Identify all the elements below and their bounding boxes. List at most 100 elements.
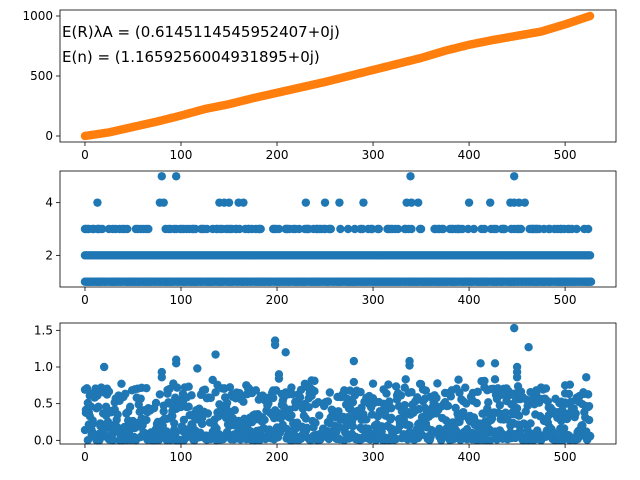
y-tick-label: 1000 (22, 9, 53, 23)
value-point (483, 404, 492, 413)
cumulative-plot: 0 100 200 300 400 500 0 500 1000 E(R)λA = (0.6145… (22, 9, 617, 162)
value-point (384, 380, 393, 389)
x-tick-label: 200 (266, 148, 289, 162)
value-point (512, 373, 522, 382)
value-point (155, 390, 165, 399)
value-point (268, 393, 278, 403)
value-point (125, 402, 135, 412)
value-point (559, 424, 569, 433)
y-tick-label: 2 (45, 248, 53, 262)
value-point (405, 361, 414, 370)
value-point (400, 400, 409, 410)
y-tick-label: 0 (45, 129, 53, 143)
value-point (480, 376, 489, 386)
value-point (334, 407, 343, 416)
value-point (172, 383, 182, 392)
value-point (401, 375, 410, 384)
level-point (469, 224, 479, 234)
value-point (501, 408, 510, 417)
value-point (184, 402, 193, 411)
x-tick-label: 500 (554, 148, 577, 162)
value-point (142, 415, 151, 425)
value-point (104, 387, 114, 396)
value-point (368, 379, 378, 388)
x-tick-label: 0 (81, 450, 89, 464)
level-point (336, 224, 345, 234)
value-point (462, 399, 471, 408)
x-tick-label: 300 (362, 293, 385, 307)
annotation-text: E(R)λA = (0.6145114545952407+0j) (62, 23, 340, 41)
value-point (230, 406, 239, 415)
value-point (197, 419, 207, 429)
value-point (281, 348, 290, 357)
value-point (274, 370, 284, 379)
value-point (239, 397, 248, 406)
value-point (490, 375, 500, 384)
value-point (584, 401, 594, 411)
value-point (99, 362, 109, 372)
value-point (454, 375, 463, 384)
value-point (287, 383, 296, 392)
level-point (407, 198, 416, 207)
value-point (310, 376, 319, 386)
value-point (310, 386, 319, 396)
value-point (560, 381, 570, 390)
value-point (512, 404, 522, 413)
level-point (374, 224, 384, 234)
level-point (407, 224, 416, 234)
axes-frame (59, 170, 617, 288)
value-point (157, 373, 166, 382)
value-point (585, 432, 595, 441)
y-tick-label: 1.5 (34, 323, 53, 337)
value-point (550, 429, 559, 438)
level-point (516, 224, 526, 234)
value-point (524, 343, 533, 352)
value-point (142, 383, 151, 393)
level-point (520, 198, 529, 207)
value-point (490, 359, 500, 368)
level-point (572, 224, 581, 234)
value-point (455, 388, 464, 397)
value-point (260, 415, 269, 425)
value-point (443, 401, 453, 411)
x-tick-label: 100 (170, 148, 193, 162)
value-point (315, 411, 324, 420)
value-point (526, 419, 535, 428)
level-point (224, 198, 234, 207)
value-point (578, 421, 587, 430)
value-point (323, 397, 333, 406)
value-point (203, 409, 213, 418)
x-tick-label: 300 (362, 148, 385, 162)
x-tick-label: 400 (458, 450, 481, 464)
value-point (432, 393, 441, 403)
value-plot: 0 100 200 300 400 500 0.0 0.5 1.0 1.5 (34, 322, 617, 464)
value-point (325, 388, 335, 397)
value-point (541, 384, 551, 393)
level-point (144, 224, 153, 234)
level-point (123, 224, 132, 234)
value-point (171, 359, 181, 368)
level-point (486, 198, 495, 207)
value-point (251, 386, 261, 395)
value-point (564, 389, 574, 399)
level-point (171, 172, 181, 181)
value-point (362, 415, 371, 424)
value-point (311, 418, 320, 428)
value-point (396, 391, 406, 400)
value-point (356, 387, 365, 397)
value-points (80, 323, 595, 445)
value-point (211, 350, 220, 359)
x-tick-label: 0 (81, 148, 89, 162)
level-point (98, 224, 107, 234)
axes-frame (59, 9, 617, 143)
x-tick-label: 100 (170, 293, 193, 307)
value-point (349, 356, 359, 366)
cumulative-points (80, 11, 595, 141)
x-tick-label: 400 (458, 148, 481, 162)
level-point (239, 198, 248, 207)
value-point (179, 415, 189, 425)
value-point (136, 394, 145, 403)
value-point (151, 398, 161, 408)
level-point (358, 224, 367, 234)
level-point (416, 224, 426, 234)
